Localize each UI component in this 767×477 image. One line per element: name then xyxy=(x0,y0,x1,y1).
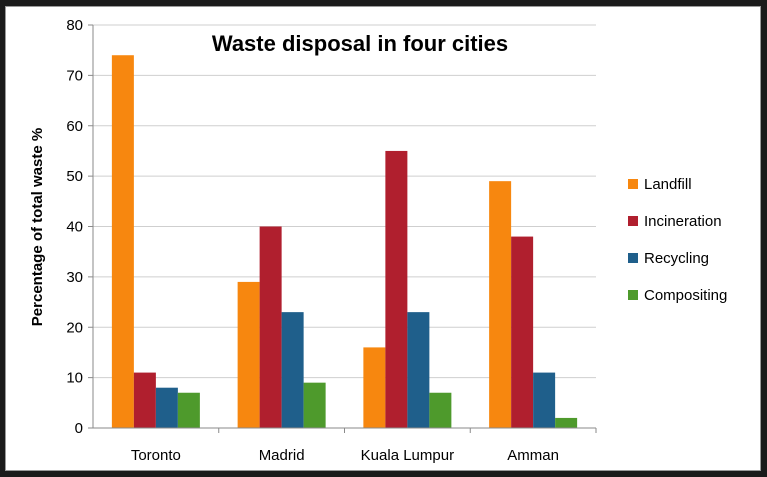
legend-label-compositing: Compositing xyxy=(644,287,727,304)
legend-swatch-landfill xyxy=(628,179,638,189)
y-tick-label: 10 xyxy=(66,370,83,387)
y-tick-label: 70 xyxy=(66,67,83,84)
legend-label-recycling: Recycling xyxy=(644,250,709,267)
bar-incineration-madrid xyxy=(259,226,282,428)
bar-compositing-toronto xyxy=(177,392,200,428)
y-tick-labels: 0 10 20 30 40 50 60 70 80 xyxy=(66,17,83,437)
bar-recycling-toronto xyxy=(155,387,178,428)
bar-compositing-amman xyxy=(555,417,578,428)
bars xyxy=(111,55,578,428)
legend-swatch-recycling xyxy=(628,253,638,263)
y-tick-label: 0 xyxy=(75,420,83,437)
bar-landfill-toronto xyxy=(111,55,134,428)
y-tick-label: 20 xyxy=(66,319,83,336)
legend-swatch-incineration xyxy=(628,216,638,226)
x-tick-labels: Toronto Madrid Kuala Lumpur Amman xyxy=(131,447,559,464)
bar-landfill-madrid xyxy=(237,281,260,428)
x-tick-label: Kuala Lumpur xyxy=(361,447,454,464)
y-tick-label: 80 xyxy=(66,17,83,34)
bar-incineration-toronto xyxy=(133,372,156,428)
y-tick-label: 30 xyxy=(66,269,83,286)
x-tick-label: Madrid xyxy=(259,447,305,464)
bar-recycling-madrid xyxy=(281,312,304,428)
y-tick-label: 60 xyxy=(66,118,83,135)
x-tick-label: Toronto xyxy=(131,447,181,464)
bar-compositing-madrid xyxy=(303,382,326,428)
legend-label-landfill: Landfill xyxy=(644,176,692,193)
legend: Landfill Incineration Recycling Compositing xyxy=(628,176,727,304)
bar-recycling-amman xyxy=(533,372,556,428)
bar-compositing-kuala-lumpur xyxy=(429,392,452,428)
y-tick-label: 40 xyxy=(66,219,83,236)
bar-incineration-kuala-lumpur xyxy=(385,150,408,428)
bar-incineration-amman xyxy=(511,236,534,428)
y-axis-label: Percentage of total waste % xyxy=(29,128,46,326)
chart-title: Waste disposal in four cities xyxy=(212,31,508,56)
bar-landfill-kuala-lumpur xyxy=(363,347,386,428)
legend-swatch-compositing xyxy=(628,290,638,300)
x-tick-label: Amman xyxy=(507,447,559,464)
bar-recycling-kuala-lumpur xyxy=(407,312,430,428)
bar-landfill-amman xyxy=(489,181,512,428)
axes xyxy=(92,25,597,433)
legend-label-incineration: Incineration xyxy=(644,213,722,230)
y-tick-label: 50 xyxy=(66,168,83,185)
